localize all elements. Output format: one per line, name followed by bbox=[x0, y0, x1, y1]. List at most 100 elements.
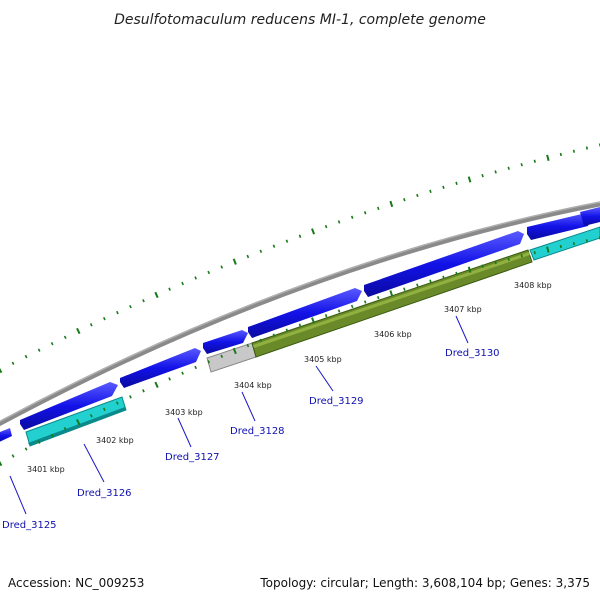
inner-ring-minor-tick bbox=[220, 354, 224, 358]
inner-ring-minor-tick bbox=[115, 401, 119, 405]
inner-tick-ring bbox=[0, 236, 600, 467]
inner-ring-minor-tick bbox=[246, 343, 250, 348]
outer-ring-minor-tick bbox=[129, 304, 132, 309]
inner-ring-major-tick bbox=[311, 317, 316, 324]
inner-ring-minor-tick bbox=[559, 244, 562, 249]
outer-ring-minor-tick bbox=[507, 166, 510, 170]
outer-ring-minor-tick bbox=[363, 211, 367, 215]
outer-ring-minor-tick bbox=[494, 170, 497, 174]
gene-label-dred-3130[interactable]: Dred_3130 bbox=[445, 348, 500, 359]
inner-ring-minor-tick bbox=[442, 275, 445, 279]
gene-dred-3127-feature[interactable] bbox=[120, 348, 201, 388]
inner-ring-minor-tick bbox=[520, 254, 523, 258]
inner-ring-minor-tick bbox=[37, 440, 41, 444]
inner-ring-minor-tick bbox=[572, 241, 575, 246]
gene-dred-3130-feature[interactable] bbox=[364, 231, 524, 297]
outer-ring-minor-tick bbox=[285, 239, 289, 243]
outer-ring-minor-tick bbox=[298, 234, 302, 238]
outer-ring-minor-tick bbox=[220, 265, 224, 269]
inner-ring-minor-tick bbox=[285, 328, 289, 332]
tick-label-3403: 3403 kbp bbox=[165, 408, 203, 417]
gene-label-dred-3126[interactable]: Dred_3126 bbox=[77, 488, 132, 499]
outer-ring-major-tick bbox=[0, 367, 3, 374]
inner-ring-minor-tick bbox=[507, 257, 510, 261]
outer-ring-minor-tick bbox=[559, 152, 562, 157]
inner-ring-major-tick bbox=[154, 381, 159, 389]
outer-ring-minor-tick bbox=[50, 341, 54, 346]
inner-ring-minor-tick bbox=[102, 407, 106, 412]
genome-backbone bbox=[0, 201, 600, 427]
inner-ring-minor-tick bbox=[207, 360, 211, 364]
inner-ring-minor-tick bbox=[298, 323, 302, 327]
leader-dred-3126 bbox=[83, 443, 105, 483]
gene-label-dred-3127[interactable]: Dred_3127 bbox=[165, 452, 220, 463]
outer-ring-minor-tick bbox=[377, 206, 380, 211]
outer-ring-major-tick bbox=[154, 291, 159, 299]
inner-ring-minor-tick bbox=[324, 313, 328, 318]
outer-tick-ring bbox=[0, 143, 600, 374]
leader-dred-3127 bbox=[177, 417, 192, 448]
gene-next-feature-a[interactable] bbox=[527, 213, 592, 240]
outer-ring-minor-tick bbox=[246, 254, 250, 259]
outer-ring-minor-tick bbox=[194, 276, 197, 280]
outer-ring-minor-tick bbox=[337, 220, 341, 224]
outer-ring-minor-tick bbox=[259, 249, 263, 253]
gene-dred-3129-feature[interactable] bbox=[248, 288, 362, 338]
inner-ring-minor-tick bbox=[403, 287, 406, 291]
outer-ring-minor-tick bbox=[350, 215, 354, 219]
accession-text: Accession: NC_009253 bbox=[8, 576, 144, 590]
outer-ring-minor-tick bbox=[63, 335, 67, 340]
inner-ring-major-tick bbox=[467, 266, 472, 273]
inner-ring-minor-tick bbox=[585, 239, 589, 243]
inner-ring-minor-tick bbox=[337, 309, 341, 313]
inner-ring-minor-tick bbox=[142, 389, 145, 393]
inner-ring-minor-tick bbox=[89, 414, 93, 418]
inner-ring-minor-tick bbox=[129, 395, 132, 399]
inner-ring-major-tick bbox=[389, 290, 394, 297]
gene-label-dred-3129[interactable]: Dred_3129 bbox=[309, 396, 364, 407]
outer-ring-major-tick bbox=[389, 200, 394, 208]
inner-ring-minor-tick bbox=[181, 371, 184, 375]
tick-label-3402: 3402 kbp bbox=[96, 436, 134, 445]
gene-label-dred-3125[interactable]: Dred_3125 bbox=[2, 520, 57, 531]
outer-ring-minor-tick bbox=[429, 189, 432, 194]
gene-dred-3125-feature[interactable] bbox=[0, 428, 12, 444]
gene-next-feature-b[interactable] bbox=[580, 207, 600, 226]
outer-ring-minor-tick bbox=[481, 173, 484, 178]
map-title: Desulfotomaculum reducens MI-1, complete… bbox=[114, 12, 486, 28]
inner-ring-minor-tick bbox=[377, 295, 380, 300]
outer-ring-minor-tick bbox=[572, 149, 576, 153]
tick-label-3405: 3405 kbp bbox=[304, 355, 342, 364]
leader-dred-3128 bbox=[241, 391, 256, 422]
outer-ring-major-tick bbox=[311, 228, 316, 235]
outer-ring-major-tick bbox=[467, 176, 472, 183]
gene-label-dred-3128[interactable]: Dred_3128 bbox=[230, 426, 285, 437]
outer-ring-minor-tick bbox=[24, 354, 28, 359]
outer-ring-minor-tick bbox=[403, 198, 406, 202]
inner-ring-minor-tick bbox=[481, 264, 484, 268]
gene-dred-3126-feature[interactable] bbox=[20, 382, 118, 430]
outer-ring-minor-tick bbox=[324, 224, 328, 229]
tick-label-3406: 3406 kbp bbox=[374, 330, 412, 339]
gene-dred-3128-feature[interactable] bbox=[203, 330, 248, 354]
tick-label-3404: 3404 kbp bbox=[234, 381, 272, 390]
tick-label-3401: 3401 kbp bbox=[27, 465, 65, 474]
inner-ring-major-tick bbox=[232, 347, 237, 355]
outer-ring-minor-tick bbox=[207, 270, 211, 275]
outer-ring-minor-tick bbox=[89, 323, 93, 327]
outer-ring-minor-tick bbox=[116, 310, 119, 315]
outer-ring-major-tick bbox=[546, 154, 550, 161]
inner-ring-minor-tick bbox=[11, 454, 15, 458]
inner-ring-major-tick bbox=[76, 419, 81, 426]
inner-ring-minor-tick bbox=[416, 283, 419, 287]
inner-ring-minor-tick bbox=[494, 261, 497, 265]
outer-ring-minor-tick bbox=[585, 146, 589, 150]
tick-label-3408: 3408 kbp bbox=[514, 281, 552, 290]
outer-ring-minor-tick bbox=[442, 185, 445, 189]
forward-strand-genes bbox=[0, 207, 600, 444]
leader-dred-3129 bbox=[315, 365, 334, 392]
inner-ring-minor-tick bbox=[429, 279, 432, 283]
outer-ring-minor-tick bbox=[272, 244, 276, 248]
inner-ring-major-tick bbox=[546, 246, 550, 253]
